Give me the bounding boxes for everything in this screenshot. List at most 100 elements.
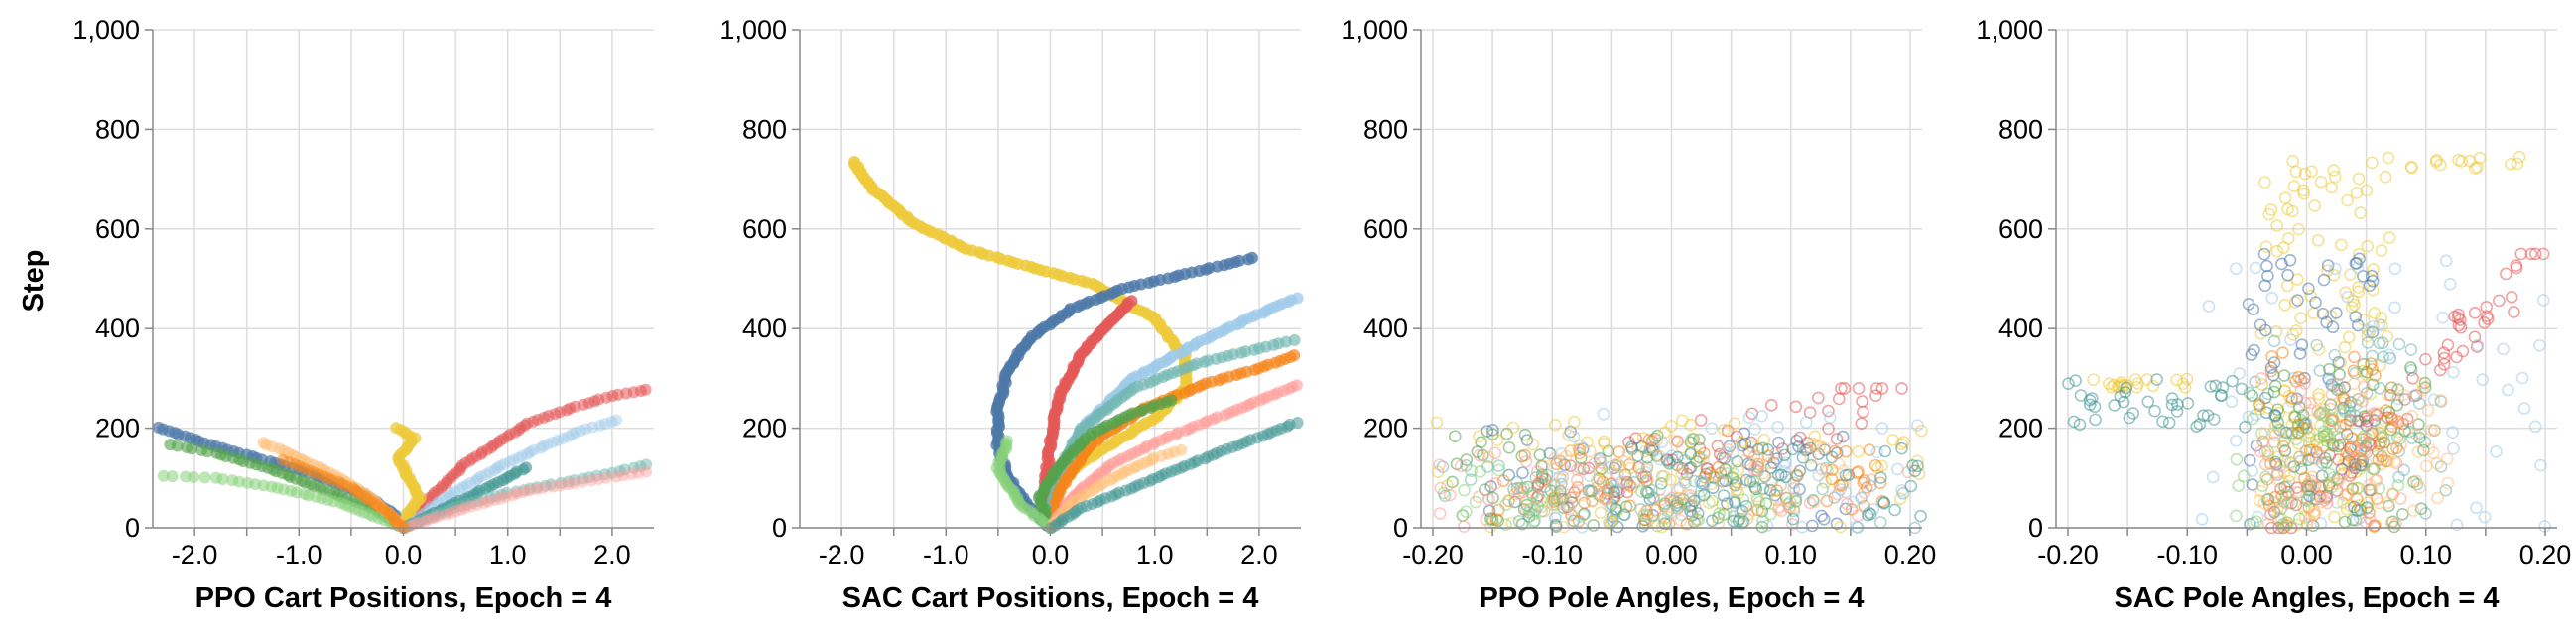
- angle-point: [2327, 164, 2341, 177]
- angle-point: [2283, 455, 2297, 469]
- angle-point: [2352, 172, 2366, 186]
- angle-point: [1594, 506, 1608, 520]
- trajectory-point: [585, 474, 598, 487]
- angle-point: [2204, 380, 2218, 393]
- trajectory-point: [511, 487, 524, 500]
- angle-point: [2348, 377, 2361, 390]
- x-tick-label: 0.0: [385, 540, 423, 569]
- angle-point: [1856, 395, 1868, 408]
- angle-point: [2277, 495, 2291, 509]
- angle-point: [2341, 290, 2355, 304]
- angle-point: [1718, 423, 1731, 437]
- angle-point: [1864, 479, 1877, 493]
- angle-point: [2156, 415, 2169, 428]
- angle-point: [1694, 475, 1708, 488]
- angle-point: [2524, 247, 2538, 261]
- angle-point: [2286, 155, 2299, 168]
- angle-point: [1684, 447, 1697, 461]
- angle-point: [2264, 203, 2278, 216]
- angle-point: [1874, 471, 1887, 484]
- angle-point: [2409, 428, 2422, 440]
- angle-point: [1573, 461, 1587, 475]
- data-marks: [1430, 382, 1928, 535]
- angle-point: [1693, 433, 1706, 446]
- angle-point: [2229, 434, 2243, 447]
- angle-point: [2318, 451, 2332, 465]
- trajectory-point: [453, 483, 466, 496]
- trajectory-point: [1291, 416, 1304, 429]
- angle-point: [1763, 483, 1777, 497]
- angle-point: [2406, 504, 2420, 517]
- angle-point: [2283, 254, 2297, 267]
- angle-point: [1684, 418, 1698, 432]
- angle-point: [1780, 491, 1794, 505]
- angle-point: [1638, 508, 1651, 521]
- trajectory-point: [593, 419, 606, 432]
- angle-point: [1613, 483, 1627, 496]
- angle-point: [1878, 444, 1892, 458]
- angle-point: [1787, 501, 1801, 514]
- angle-point: [2333, 438, 2347, 451]
- angle-point: [1433, 507, 1447, 520]
- angle-point: [1743, 475, 1757, 488]
- angle-point: [2270, 244, 2284, 258]
- angle-point: [1571, 463, 1584, 476]
- trajectory-point: [1291, 292, 1304, 305]
- angle-point: [2230, 452, 2244, 466]
- angle-point: [2320, 315, 2333, 329]
- angle-point: [2291, 426, 2305, 440]
- angle-point: [1548, 479, 1562, 493]
- angle-point: [2311, 234, 2325, 247]
- angle-point: [2141, 395, 2155, 409]
- angle-point: [2229, 262, 2243, 276]
- angle-point: [2254, 444, 2267, 458]
- trajectory-point: [456, 481, 469, 494]
- trajectory-point: [552, 434, 565, 446]
- angle-point: [1665, 420, 1678, 433]
- y-tick-label: 0: [125, 513, 140, 543]
- angle-point: [2321, 259, 2335, 272]
- angle-point: [2317, 273, 2331, 287]
- angle-point: [2396, 388, 2410, 402]
- angle-point: [2181, 397, 2195, 410]
- trajectory-point: [480, 468, 493, 481]
- angle-point: [2165, 398, 2179, 412]
- trajectory-point: [477, 497, 490, 510]
- angle-point: [2105, 380, 2119, 394]
- angle-point: [1715, 474, 1729, 488]
- trajectory-point: [1288, 333, 1301, 346]
- angle-point: [1756, 514, 1769, 528]
- trajectory-point: [520, 461, 533, 474]
- trajectory-point: [491, 461, 504, 474]
- angle-point: [2305, 165, 2318, 179]
- angle-point: [2505, 291, 2518, 304]
- chart-panel-1: 0 200 400 600 800 1,000 -2.0 -1.0 0.0 1.0 2.0 PPO C…: [72, 15, 654, 614]
- angle-point: [2302, 431, 2316, 443]
- angle-point: [2254, 372, 2268, 385]
- angle-point: [1562, 429, 1576, 441]
- trajectory-point: [530, 483, 543, 496]
- angle-point: [2361, 239, 2375, 253]
- angle-point: [2448, 310, 2462, 323]
- angle-point: [2390, 398, 2404, 412]
- angle-point: [2381, 330, 2394, 343]
- angle-point: [2428, 423, 2441, 437]
- angle-point: [1658, 517, 1672, 530]
- angle-point: [1557, 486, 1570, 500]
- angle-point: [1599, 493, 1612, 507]
- angle-point: [2325, 181, 2338, 194]
- x-axis-title: PPO Cart Positions, Epoch = 4: [195, 582, 612, 614]
- angle-point: [2388, 301, 2401, 314]
- angle-point: [1668, 434, 1681, 447]
- chart-panel-3: 0 200 400 600 800 1,000 -0.20 -0.10 0.00 0.10 0.20…: [1341, 15, 1936, 614]
- angle-point: [1897, 436, 1910, 448]
- angle-point: [2385, 413, 2399, 426]
- angle-point: [2528, 420, 2542, 434]
- trajectory-point: [534, 441, 547, 454]
- angle-point: [2500, 267, 2512, 281]
- x-tick-label: -0.20: [2037, 540, 2099, 569]
- angle-point: [2392, 337, 2406, 351]
- angle-point: [1691, 507, 1705, 520]
- angle-point: [1712, 460, 1725, 474]
- trajectory-point: [488, 463, 501, 476]
